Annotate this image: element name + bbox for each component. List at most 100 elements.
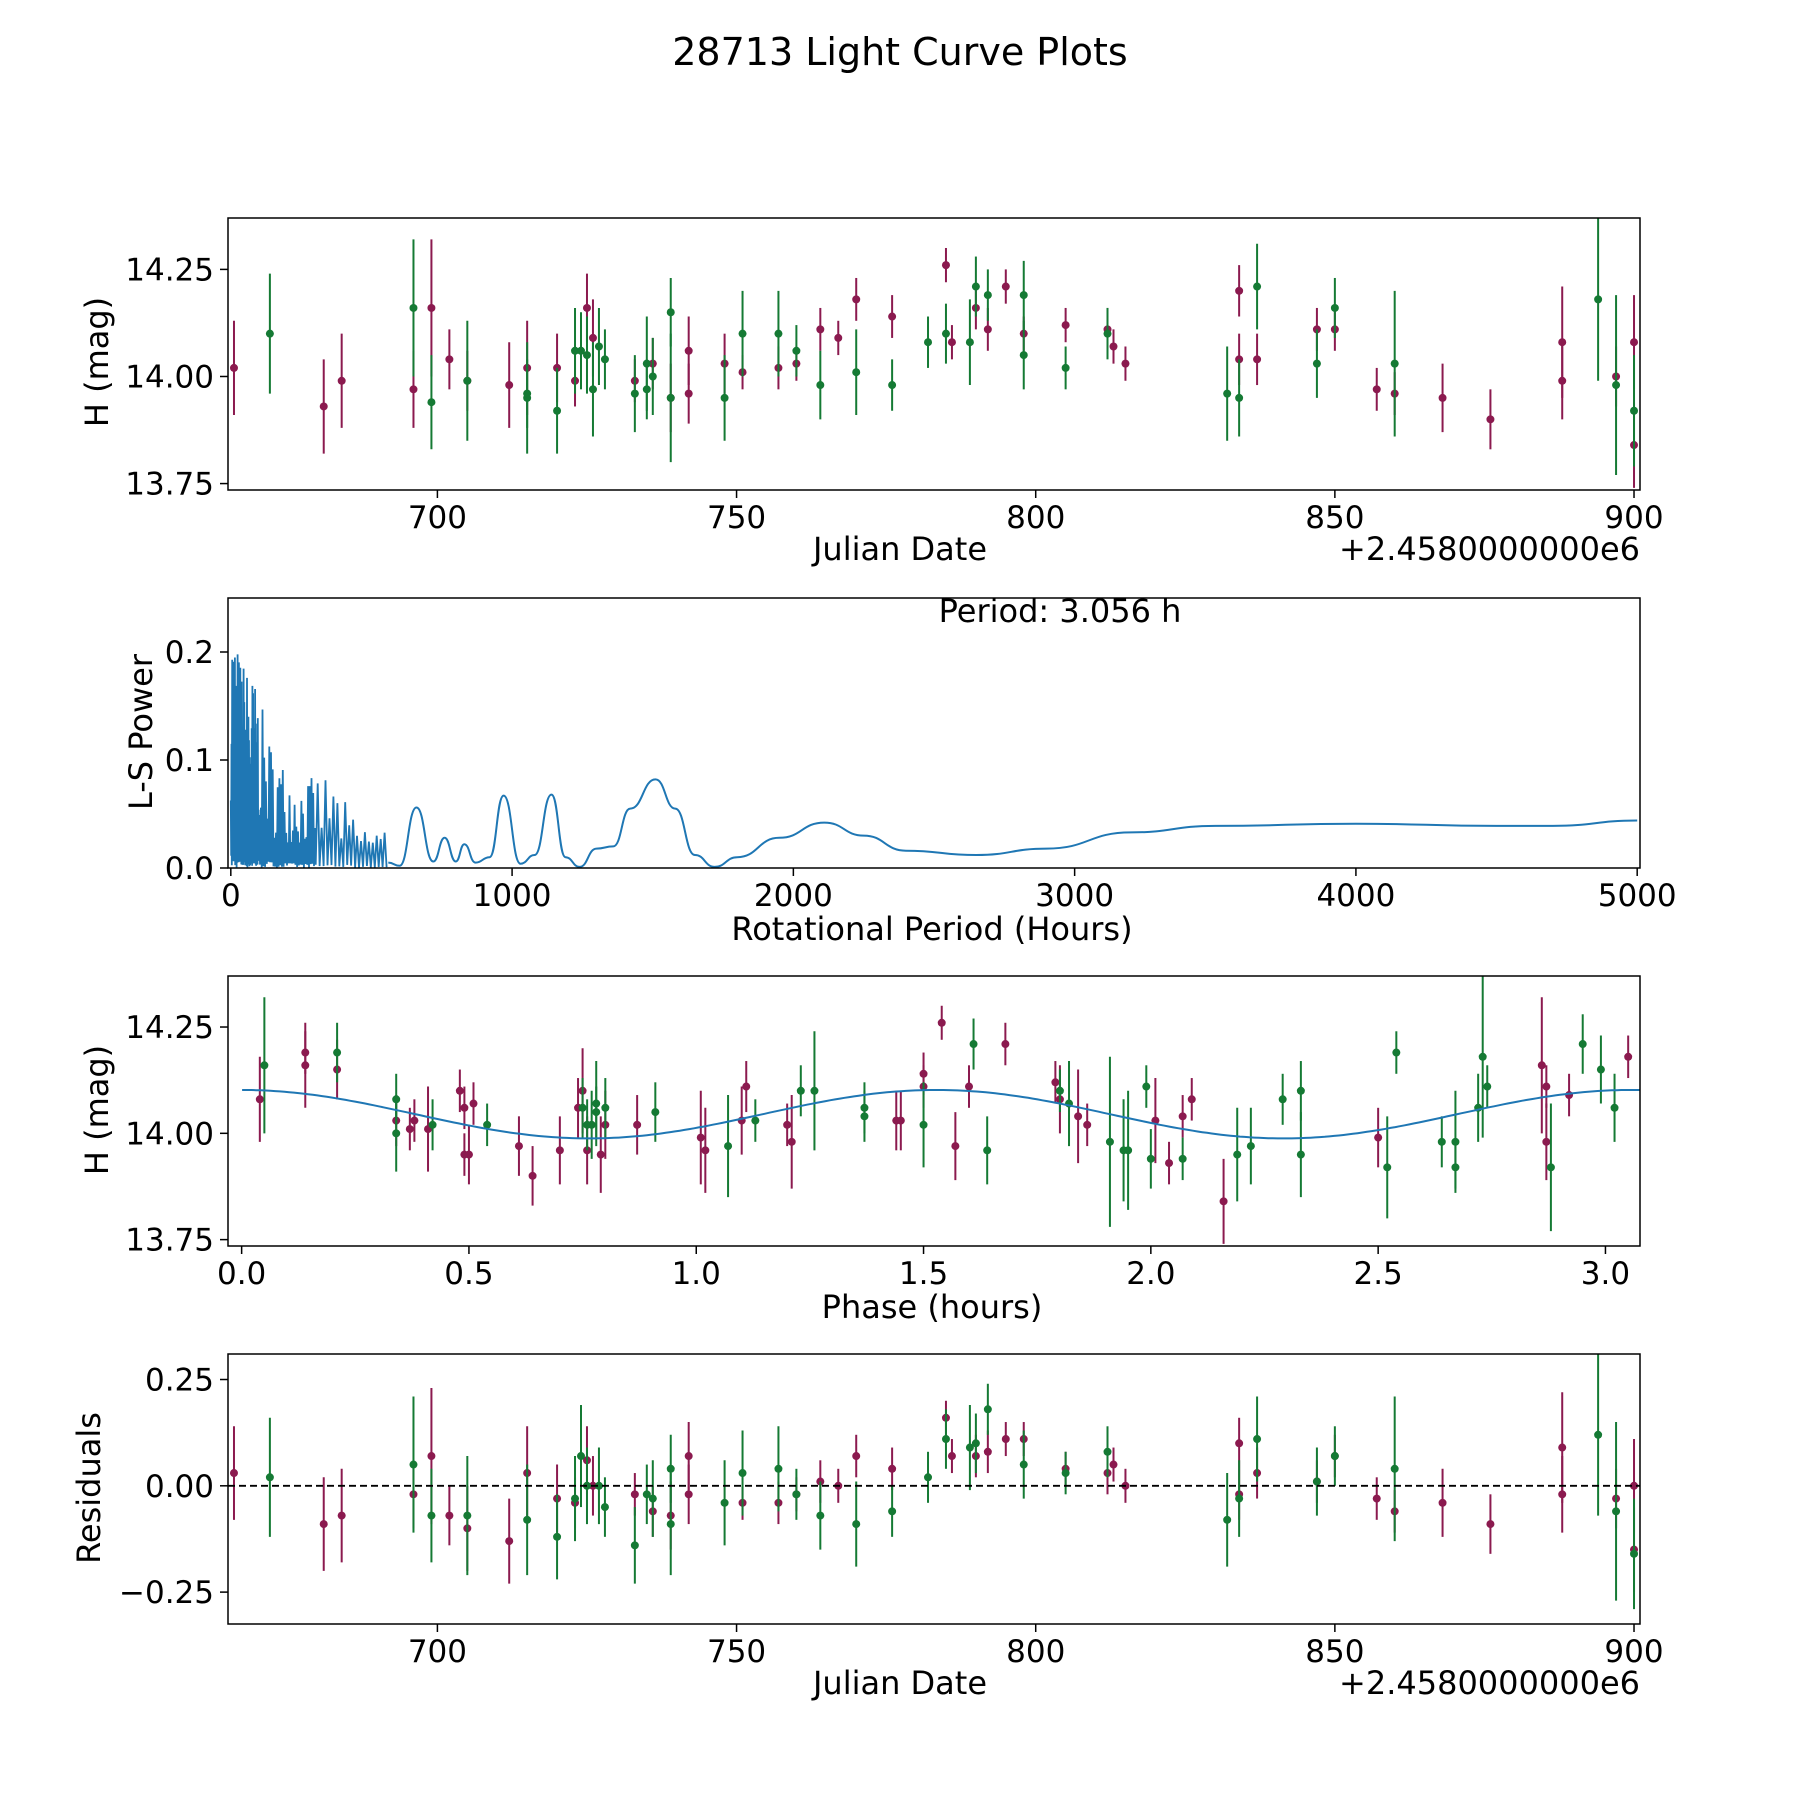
- green-data-point: [1235, 1494, 1244, 1503]
- magenta-data-point: [1565, 1091, 1574, 1100]
- green-data-point: [651, 1108, 660, 1117]
- magenta-data-point: [229, 363, 238, 372]
- magenta-data-point: [1542, 1137, 1551, 1146]
- green-data-point: [1055, 1086, 1064, 1095]
- y-tick-label: 0.1: [165, 743, 214, 779]
- magenta-data-point: [319, 402, 328, 411]
- green-data-point: [1610, 1103, 1619, 1112]
- x-tick-label: 750: [707, 500, 766, 536]
- magenta-data-point: [787, 1137, 796, 1146]
- green-data-point: [852, 1520, 861, 1529]
- green-data-point: [1330, 1452, 1339, 1461]
- green-data-point: [860, 1112, 869, 1121]
- green-data-point: [1437, 1137, 1446, 1146]
- y-tick-label: 14.25: [125, 252, 214, 288]
- green-data-point: [666, 308, 675, 317]
- x-tick-label: 900: [1604, 500, 1663, 536]
- magenta-data-point: [410, 1116, 419, 1125]
- magenta-data-point: [1624, 1052, 1633, 1061]
- periodogram-line: [388, 778, 1638, 868]
- axes-frame: [227, 975, 1641, 1247]
- green-data-point: [594, 1481, 603, 1490]
- magenta-data-point: [852, 295, 861, 304]
- x-tick-label: 850: [1305, 1634, 1364, 1670]
- green-data-point: [720, 1498, 729, 1507]
- green-data-point: [577, 346, 585, 355]
- periodogram-ylabel: L-S Power: [122, 653, 160, 810]
- magenta-data-point: [1558, 1490, 1567, 1499]
- green-data-point: [919, 1120, 928, 1129]
- magenta-data-point: [1630, 1481, 1639, 1490]
- magenta-data-point: [937, 1018, 946, 1027]
- magenta-data-point: [588, 333, 597, 342]
- green-data-point: [333, 1048, 342, 1057]
- green-data-point: [738, 1469, 747, 1478]
- green-data-point: [587, 1120, 596, 1129]
- magenta-data-point: [427, 1452, 436, 1461]
- green-data-point: [1105, 1137, 1114, 1146]
- magenta-data-point: [455, 1086, 464, 1095]
- y-tick-label: 14.00: [125, 359, 214, 395]
- x-tick-label: 700: [408, 500, 467, 536]
- green-data-point: [1061, 1469, 1070, 1478]
- magenta-data-point: [684, 346, 693, 355]
- x-tick-label: 4000: [1316, 878, 1395, 914]
- magenta-data-point: [1187, 1095, 1196, 1104]
- x-tick-label: 2.0: [1126, 1256, 1175, 1292]
- magenta-data-point: [301, 1048, 310, 1057]
- green-data-point: [1233, 1150, 1242, 1159]
- magenta-data-point: [505, 381, 514, 390]
- green-data-point: [751, 1116, 760, 1125]
- magenta-data-point: [1165, 1159, 1174, 1168]
- green-data-point: [592, 1108, 601, 1117]
- magenta-data-point: [464, 1150, 473, 1159]
- magenta-data-point: [229, 1469, 238, 1478]
- magenta-data-point: [1372, 385, 1381, 394]
- phased-panel: 0.0 0.5 1.0 1.5 2.0 2.5 3.0 13.75 14.00 14.25 Pha…: [78, 975, 1641, 1326]
- magenta-data-point: [1486, 1520, 1495, 1529]
- magenta-data-point: [1235, 286, 1244, 295]
- magenta-data-point: [896, 1116, 905, 1125]
- magenta-data-point: [742, 1082, 751, 1091]
- green-data-point: [427, 1511, 436, 1520]
- y-tick-label: 13.75: [125, 467, 214, 503]
- green-data-point: [971, 1439, 980, 1448]
- x-tick-label: 800: [1006, 500, 1065, 536]
- green-data-point: [983, 1405, 992, 1414]
- green-data-point: [1594, 1430, 1603, 1439]
- green-data-point: [1483, 1082, 1492, 1091]
- green-data-point: [816, 381, 825, 390]
- green-data-point: [523, 389, 532, 398]
- green-data-point: [983, 291, 992, 300]
- magenta-data-point: [1074, 1112, 1083, 1121]
- magenta-data-point: [469, 1099, 478, 1108]
- green-data-point: [852, 368, 861, 377]
- green-data-point: [577, 1452, 585, 1461]
- axes-frame: [227, 597, 1641, 869]
- green-data-point: [427, 398, 436, 407]
- green-data-point: [265, 329, 274, 338]
- data-layer: [229, 654, 1638, 868]
- magenta-data-point: [255, 1095, 264, 1104]
- green-data-point: [1103, 1447, 1112, 1456]
- lightcurve-offset-text: +2.4580000000e6: [1339, 530, 1640, 568]
- x-tick-label: 0: [221, 878, 241, 914]
- y-tick-label: 14.00: [125, 1116, 214, 1152]
- green-data-point: [1390, 359, 1399, 368]
- residuals-plot: 700 750 800 850 900 −0.25 0.00 0.25: [119, 1353, 1664, 1670]
- green-data-point: [409, 1460, 418, 1469]
- green-data-point: [1246, 1142, 1255, 1151]
- magenta-data-point: [888, 312, 897, 321]
- green-data-point: [1103, 329, 1112, 338]
- green-data-point: [630, 389, 639, 398]
- green-data-point: [971, 282, 980, 291]
- residuals-ylabel: Residuals: [70, 1412, 108, 1564]
- y-tick-label: 14.25: [125, 1010, 214, 1046]
- magenta-data-point: [427, 303, 436, 312]
- green-data-point: [1142, 1082, 1151, 1091]
- magenta-data-point: [460, 1103, 469, 1112]
- magenta-data-point: [445, 355, 454, 364]
- magenta-data-point: [816, 325, 825, 334]
- magenta-data-point: [528, 1171, 537, 1180]
